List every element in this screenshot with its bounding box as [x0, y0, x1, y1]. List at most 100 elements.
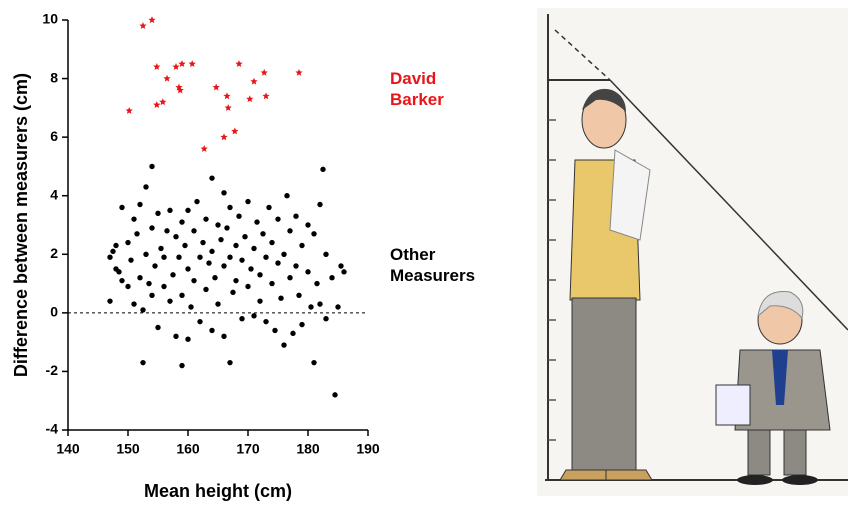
dot-point — [131, 301, 136, 306]
star-point — [159, 98, 166, 105]
dot-point — [284, 193, 289, 198]
star-point — [262, 92, 269, 99]
dot-point — [131, 216, 136, 221]
dot-point — [287, 275, 292, 280]
dot-point — [290, 331, 295, 336]
x-tick-label: 140 — [56, 441, 80, 457]
dot-point — [149, 164, 154, 169]
dot-point — [200, 240, 205, 245]
dot-point — [248, 266, 253, 271]
dot-point — [272, 328, 277, 333]
star-point — [153, 63, 160, 70]
dot-point — [155, 325, 160, 330]
dot-point — [293, 214, 298, 219]
dot-point — [230, 290, 235, 295]
star-point — [178, 60, 185, 67]
dot-point — [260, 231, 265, 236]
dot-point — [254, 219, 259, 224]
series-label: Other Measurers — [390, 244, 490, 286]
dot-point — [146, 281, 151, 286]
dot-point — [269, 240, 274, 245]
y-tick-label: 0 — [50, 304, 58, 320]
y-tick-label: 8 — [50, 69, 58, 85]
y-tick-label: -4 — [46, 421, 59, 437]
dot-point — [128, 257, 133, 262]
dot-point — [305, 269, 310, 274]
dot-point — [221, 263, 226, 268]
dot-point — [209, 175, 214, 180]
dot-point — [299, 243, 304, 248]
dot-point — [155, 211, 160, 216]
dot-point — [275, 260, 280, 265]
y-tick-label: -2 — [46, 362, 59, 378]
dot-point — [281, 252, 286, 257]
dot-point — [209, 249, 214, 254]
dot-point — [335, 304, 340, 309]
dot-point — [257, 272, 262, 277]
dot-point — [194, 199, 199, 204]
dot-point — [113, 243, 118, 248]
dot-point — [221, 334, 226, 339]
dot-point — [167, 298, 172, 303]
dot-point — [149, 293, 154, 298]
dot-point — [116, 269, 121, 274]
dot-point — [296, 293, 301, 298]
dot-point — [308, 304, 313, 309]
dot-point — [293, 263, 298, 268]
dot-point — [329, 275, 334, 280]
star-point — [153, 101, 160, 108]
star-point — [172, 63, 179, 70]
dot-point — [314, 281, 319, 286]
dot-point — [245, 284, 250, 289]
dot-point — [299, 322, 304, 327]
dot-point — [197, 255, 202, 260]
dot-point — [206, 260, 211, 265]
y-tick-label: 10 — [42, 11, 58, 27]
dot-point — [236, 214, 241, 219]
dot-point — [167, 208, 172, 213]
star-point — [220, 133, 227, 140]
dot-point — [191, 228, 196, 233]
dot-point — [173, 334, 178, 339]
dot-point — [161, 284, 166, 289]
x-tick-label: 190 — [356, 441, 380, 457]
star-point — [295, 69, 302, 76]
star-point — [189, 60, 196, 67]
dot-point — [227, 205, 232, 210]
dot-point — [251, 246, 256, 251]
dot-point — [239, 257, 244, 262]
dot-point — [281, 342, 286, 347]
dot-point — [110, 249, 115, 254]
dot-point — [251, 313, 256, 318]
dot-point — [263, 255, 268, 260]
illustration — [537, 8, 848, 496]
dot-point — [143, 184, 148, 189]
dot-point — [320, 167, 325, 172]
dot-point — [269, 281, 274, 286]
dot-point — [209, 328, 214, 333]
star-point — [246, 95, 253, 102]
dot-point — [152, 263, 157, 268]
dot-point — [185, 208, 190, 213]
dot-point — [140, 307, 145, 312]
dot-point — [107, 298, 112, 303]
dot-point — [149, 225, 154, 230]
y-tick-label: 2 — [50, 245, 58, 261]
dot-point — [317, 301, 322, 306]
dot-point — [176, 255, 181, 260]
dot-point — [197, 319, 202, 324]
dot-point — [239, 316, 244, 321]
dot-point — [203, 216, 208, 221]
dot-point — [218, 237, 223, 242]
star-point — [250, 78, 257, 85]
dot-point — [227, 255, 232, 260]
dot-point — [266, 205, 271, 210]
dot-point — [125, 240, 130, 245]
dot-point — [305, 222, 310, 227]
dot-point — [323, 252, 328, 257]
star-point — [213, 84, 220, 91]
star-point — [223, 92, 230, 99]
x-tick-label: 170 — [236, 441, 260, 457]
dot-point — [137, 202, 142, 207]
dot-point — [179, 363, 184, 368]
